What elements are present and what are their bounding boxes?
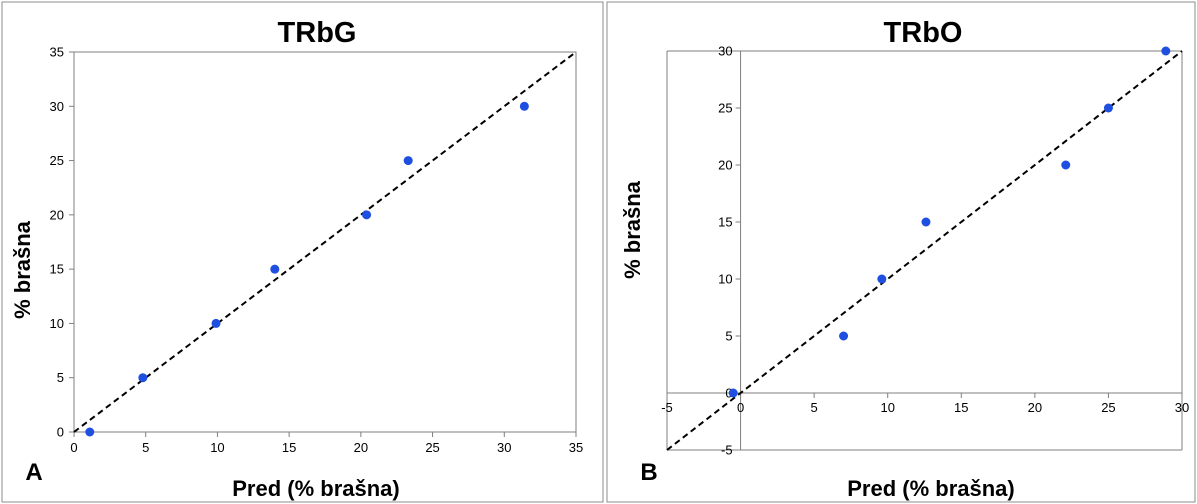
panel-a-data-point: [270, 264, 280, 274]
panel-a-x-tick-label: 10: [210, 440, 224, 455]
panel-a-x-axis-label: Pred (% brašna): [232, 476, 400, 501]
panel-b-letter: B: [640, 459, 657, 486]
panel-a-y-tick-label: 20: [50, 207, 64, 222]
panel-a-x-tick-label: 30: [497, 440, 511, 455]
panel-a-data-point: [519, 101, 529, 111]
panel-b-x-tick-label: 15: [954, 400, 968, 415]
panel-b-y-tick-label: -5: [721, 443, 733, 458]
panel-a-data-point: [85, 427, 95, 437]
panel-a-x-tick-label: 35: [569, 440, 583, 455]
panel-a-plot-area: [73, 51, 577, 433]
panel-a-x-tick-label: 5: [142, 440, 149, 455]
panel-b-y-tick-label: 15: [718, 215, 732, 230]
panel-a-y-tick-label: 35: [50, 45, 64, 60]
panel-a-data-point: [403, 156, 413, 166]
panel-a-y-axis-label: % brašna: [10, 220, 35, 319]
panel-b-y-tick-label: 25: [718, 101, 732, 116]
panel-b-y-axis-label: % brašna: [620, 180, 645, 279]
panel-b-title: TRbO: [884, 17, 963, 49]
panel-a-plot: 0 5 10 15 20 25 30 35 0 5 10 15 20 25 30 35: [50, 45, 584, 456]
panel-a-x-tick-label: 25: [425, 440, 439, 455]
panel-a-y-tick-label: 15: [50, 262, 64, 277]
panel-b-x-tick-label: 0: [737, 400, 744, 415]
panel-a-y-tick-label: 0: [57, 425, 64, 440]
panel-b-y-tick-label: 20: [718, 158, 732, 173]
panel-a-y-tick-label: 30: [50, 99, 64, 114]
panel-b-data-point: [839, 331, 849, 341]
panel-a-x-tick-label: 0: [70, 440, 77, 455]
panel-a-x-tick-label: 20: [354, 440, 368, 455]
panel-a-y-tick-label: 5: [57, 370, 64, 385]
panel-b-y-tick-label: 30: [718, 44, 732, 59]
panel-a-frame: [1, 1, 604, 503]
panel-b-frame: [606, 1, 1196, 503]
panel-b-data-point: [877, 274, 887, 284]
panel-a-data-point: [211, 318, 221, 328]
panel-a-y-tick-label: 25: [50, 153, 64, 168]
panel-a-data-point: [138, 373, 148, 383]
panel-a-letter: A: [25, 459, 42, 486]
panel-b-data-point: [1103, 103, 1113, 113]
panel-b-data-point: [1161, 46, 1171, 56]
panel-b-x-tick-label: 20: [1028, 400, 1042, 415]
panel-b-data-point: [1061, 160, 1071, 170]
panel-b-y-tick-label: 5: [725, 329, 732, 344]
panel-b-x-axis-label: Pred (% brašna): [847, 476, 1015, 501]
panel-a-title: TRbG: [278, 17, 357, 49]
panel-a-y-tick-label: 10: [50, 316, 64, 331]
panel-b-x-tick-label: 5: [811, 400, 818, 415]
panel-a: TRbG A Pred (% brašna) % brašna 0 5 10 15 20…: [1, 1, 604, 503]
panel-a-reference-line: [73, 51, 577, 433]
panel-b-data-point: [728, 388, 738, 398]
panel-a-x-tick-label: 15: [282, 440, 296, 455]
panel-b-data-point: [921, 217, 931, 227]
panel-b: TRbO B Pred (% brašna) % brašna -5 0 5 10 15…: [606, 1, 1196, 503]
panel-b-reference-line: [666, 50, 1183, 451]
panel-b-x-tick-label: -5: [661, 400, 673, 415]
panel-b-y-tick-label: 10: [718, 272, 732, 287]
panel-b-x-tick-label: 25: [1101, 400, 1115, 415]
panel-b-x-tick-label: 30: [1175, 400, 1189, 415]
panel-b-x-tick-label: 10: [880, 400, 894, 415]
panel-a-data-point: [362, 210, 372, 220]
